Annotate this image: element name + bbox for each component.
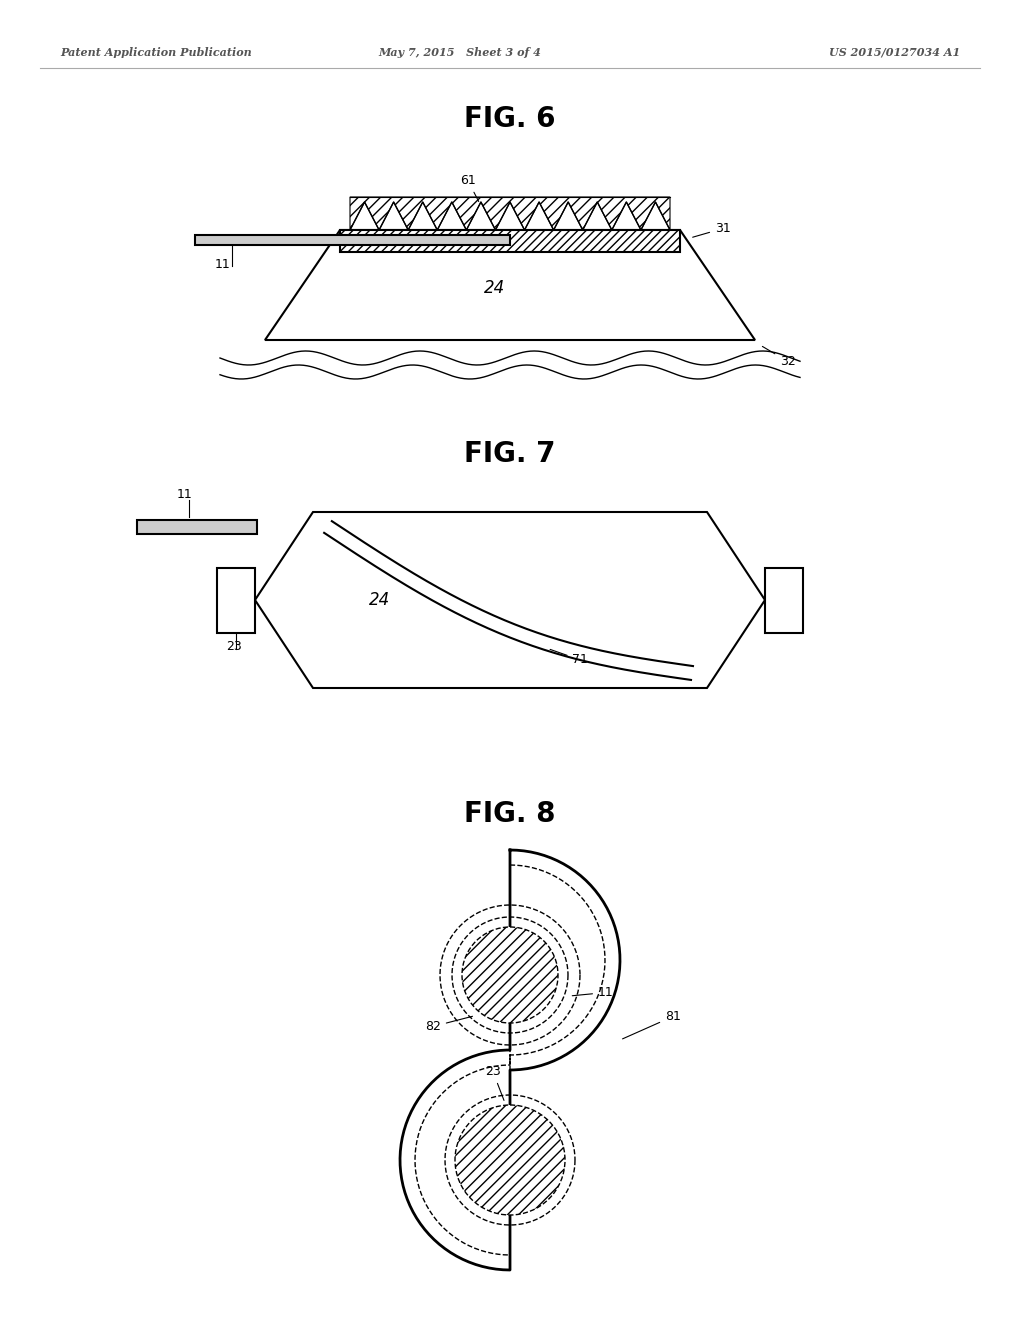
Text: 71: 71: [549, 649, 588, 667]
Text: 81: 81: [622, 1010, 681, 1039]
Text: US 2015/0127034 A1: US 2015/0127034 A1: [828, 46, 959, 58]
Text: 32: 32: [761, 346, 795, 368]
Text: 82: 82: [425, 1016, 472, 1034]
Circle shape: [462, 927, 557, 1023]
Polygon shape: [764, 568, 802, 632]
Text: 23: 23: [484, 1065, 503, 1101]
Polygon shape: [137, 520, 257, 535]
Text: May 7, 2015   Sheet 3 of 4: May 7, 2015 Sheet 3 of 4: [378, 46, 541, 58]
Text: Patent Application Publication: Patent Application Publication: [60, 46, 252, 58]
Text: FIG. 7: FIG. 7: [464, 440, 555, 469]
Text: 11: 11: [215, 257, 230, 271]
Text: 11: 11: [572, 986, 613, 999]
Text: 31: 31: [692, 222, 730, 238]
Text: FIG. 8: FIG. 8: [464, 800, 555, 828]
Text: FIG. 6: FIG. 6: [464, 106, 555, 133]
Text: 11: 11: [177, 488, 193, 502]
Text: 23: 23: [226, 640, 242, 653]
Polygon shape: [350, 197, 669, 230]
Polygon shape: [339, 230, 680, 252]
Polygon shape: [255, 512, 764, 688]
Polygon shape: [217, 568, 255, 632]
Text: 24: 24: [369, 591, 390, 609]
Polygon shape: [265, 230, 754, 341]
Polygon shape: [195, 235, 510, 246]
Circle shape: [454, 1105, 565, 1214]
Text: 61: 61: [460, 174, 478, 202]
Text: 24: 24: [484, 279, 505, 297]
